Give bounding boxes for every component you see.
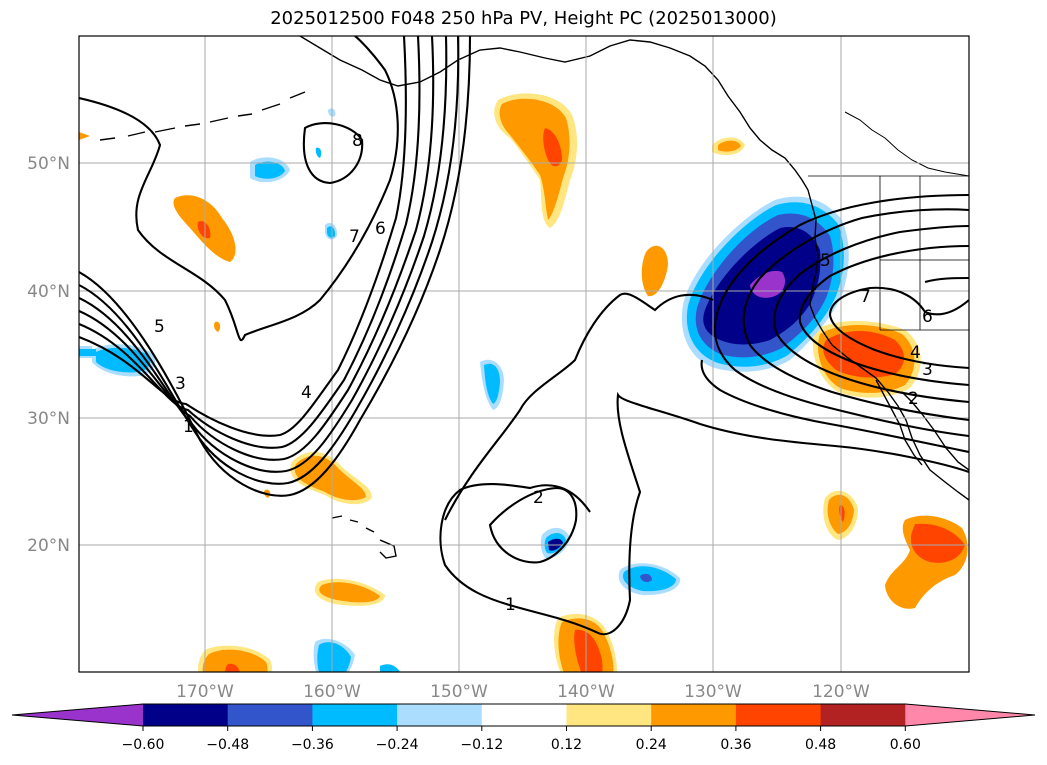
lat-label: 50°N: [27, 154, 70, 174]
map-title: 2025012500 F048 250 hPa PV, Height PC (2…: [270, 8, 777, 29]
map-panel: 1 1 2 2 3 3 4 4 5 5 6 6 7 7 8: [79, 36, 969, 672]
pv-positive-anomalies: [79, 93, 968, 672]
contour-west-coast-4: [742, 208, 969, 422]
contour-west-coast-5: [773, 224, 969, 404]
pv-negative-anomalies: [79, 108, 849, 672]
contour-label: 2: [908, 389, 919, 409]
colorbar-tick-label: −0.36: [291, 737, 334, 753]
colorbar-bin: [566, 704, 652, 726]
lon-label: 120°W: [812, 682, 870, 702]
state-borders: [808, 175, 969, 331]
colorbar-tick-label: −0.48: [206, 737, 249, 753]
hawaii: [331, 515, 397, 559]
contour-west-coast-7: [828, 286, 969, 370]
contour-label: 4: [910, 343, 921, 363]
colorbar-bin: [397, 704, 483, 726]
contour-label: 3: [922, 360, 933, 380]
lon-label: 130°W: [684, 682, 742, 702]
contour-west-coast-2: [700, 359, 969, 454]
colorbar-tick-label: −0.24: [376, 737, 419, 753]
contour-4-trough: [79, 36, 435, 461]
colorbar-bin: [481, 704, 567, 726]
contour-label: 6: [375, 219, 386, 239]
contour-label: 8: [352, 131, 363, 151]
colorbar-tick-label: −0.12: [460, 737, 503, 753]
lon-label: 150°W: [430, 682, 488, 702]
lat-label: 30°N: [27, 409, 70, 429]
contour-west-coast-8: [924, 276, 969, 284]
contour-label: 3: [175, 374, 186, 394]
map-border: [78, 35, 970, 673]
contour-label: 1: [183, 417, 194, 437]
contour-7-ridge: [79, 36, 399, 342]
contour-label: 5: [154, 317, 165, 337]
contour-label: 5: [820, 251, 831, 271]
colorbar-tick-label: 0.60: [890, 737, 921, 753]
colorbar-extend-min: [12, 704, 143, 726]
colorbar-tick-label: 0.12: [551, 737, 582, 753]
contour-labels: 1 1 2 2 3 3 4 4 5 5 6 6 7 7 8: [154, 131, 933, 615]
latitude-labels: 50°N 40°N 30°N 20°N: [27, 154, 70, 556]
colorbar-bin: [312, 704, 398, 726]
colorbar-extend-max: [905, 704, 1035, 726]
canada-interior: [844, 111, 969, 177]
aleutians: [99, 91, 306, 141]
height-contours: [79, 36, 969, 635]
contour-west-coast-1: [439, 391, 969, 635]
colorbar-bin: [227, 704, 313, 726]
colorbar-bin: [143, 704, 229, 726]
contour-west-coast-6: [798, 244, 969, 387]
contour-closed-2: [488, 486, 578, 564]
lat-label: 20°N: [27, 536, 70, 556]
lat-label: 40°N: [27, 282, 70, 302]
colorbar-tick-label: 0.36: [720, 737, 751, 753]
contour-label: 4: [301, 383, 312, 403]
colorbar-bin: [735, 704, 822, 726]
gridlines: [79, 36, 969, 672]
colorbar-tick-label: 0.24: [636, 737, 667, 753]
contour-label: 6: [922, 307, 933, 327]
alaska-coast: [299, 36, 809, 191]
contour-label: 1: [505, 595, 516, 615]
lon-label: 140°W: [557, 682, 615, 702]
colorbar-bin: [651, 704, 737, 726]
contour-mid-pacific: [444, 292, 714, 521]
lon-label: 160°W: [303, 682, 361, 702]
longitude-labels: 170°W 160°W 150°W 140°W 130°W 120°W: [176, 682, 870, 702]
lon-label: 170°W: [176, 682, 234, 702]
contour-west-coast-3: [713, 193, 969, 438]
contour-label: 2: [533, 488, 544, 508]
contour-label: 7: [860, 287, 871, 307]
colorbar-tick-label: 0.48: [805, 737, 836, 753]
contour-5-trough: [79, 36, 421, 449]
colorbar-bin: [820, 704, 906, 726]
colorbar: −0.60 −0.48 −0.36 −0.24 −0.12 0.12 0.24 0.36 0.4…: [11, 703, 1036, 753]
contour-label: 7: [349, 227, 360, 247]
contour-8-closed: [302, 122, 364, 185]
contour-6-trough: [79, 36, 407, 437]
colorbar-tick-label: −0.60: [122, 737, 165, 753]
